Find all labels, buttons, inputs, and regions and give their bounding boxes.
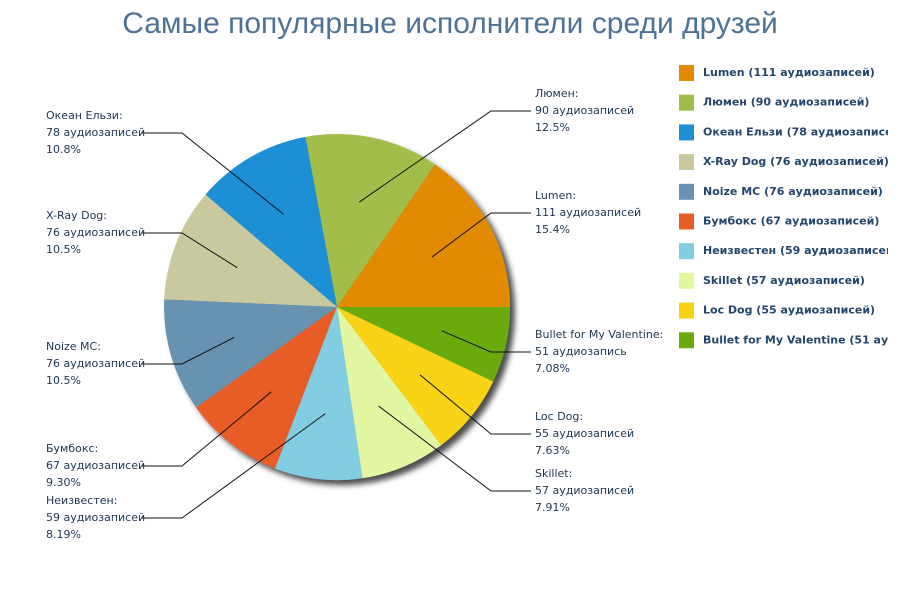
slice-percent: 12.5% xyxy=(535,121,570,134)
legend-label: Океан Ельзи (78 аудиозаписей) xyxy=(703,125,900,138)
pie-slice xyxy=(205,136,337,307)
callout-line xyxy=(142,337,235,365)
slice-percent: 7.91% xyxy=(535,501,570,514)
slice-count: 67 аудиозаписей xyxy=(46,459,145,472)
callout-line xyxy=(431,212,531,258)
callout-line xyxy=(142,391,272,467)
slice-name: Loc Dog: xyxy=(535,410,583,423)
legend-label: Неизвестен (59 аудиозаписей) xyxy=(703,244,899,257)
slice-name: Noize MC: xyxy=(46,340,101,353)
pie-slice xyxy=(337,307,494,446)
legend-swatch xyxy=(679,183,694,200)
legend-label: Skillet (57 аудиозаписей) xyxy=(703,274,865,287)
slice-name: Bullet for My Valentine: xyxy=(535,328,663,341)
slice-count: 76 аудиозаписей xyxy=(46,357,145,370)
slice-percent: 7.08% xyxy=(535,362,570,375)
slice-count: 57 аудиозаписей xyxy=(535,484,634,497)
slice-name: Океан Ельзи: xyxy=(46,109,123,122)
slice-percent: 10.5% xyxy=(46,243,81,256)
slice-percent: 10.8% xyxy=(46,143,81,156)
callout-line xyxy=(142,232,238,269)
pie-slice xyxy=(164,194,337,307)
legend-label: X-Ray Dog (76 аудиозаписей) xyxy=(703,155,889,168)
legend-label: Loc Dog (55 аудиозаписей) xyxy=(703,304,875,317)
legend-swatch xyxy=(679,124,694,141)
legend-swatch xyxy=(679,213,694,230)
callout-line xyxy=(419,374,531,435)
slice-count: 76 аудиозаписей xyxy=(46,226,145,239)
legend-label: Люмен (90 аудиозаписей) xyxy=(703,96,869,109)
pie-slice xyxy=(305,133,435,307)
slice-name: X-Ray Dog: xyxy=(46,209,107,222)
legend-label: Lumen (111 аудиозаписей) xyxy=(703,66,875,79)
slice-name: Бумбокс: xyxy=(46,442,98,455)
legend-swatch xyxy=(679,302,694,319)
legend-label: Бумбокс (67 аудиозаписей) xyxy=(703,215,879,228)
slice-count: 78 аудиозаписей xyxy=(46,126,145,139)
slice-name: Люмен: xyxy=(535,87,579,100)
labels: Lumen: 111 аудиозаписей 15.4% Люмен: 90 ауди… xyxy=(46,87,663,541)
pie-slice xyxy=(164,299,337,408)
callout-line xyxy=(441,330,531,353)
slice-name: Skillet: xyxy=(535,467,572,480)
legend-swatch xyxy=(679,65,694,81)
callout-line xyxy=(359,110,531,203)
slice-count: 90 аудиозаписей xyxy=(535,104,634,117)
pie-slice xyxy=(275,307,363,480)
chart-title: Самые популярные исполнители среди друзе… xyxy=(122,7,778,40)
legend: Lumen (111 аудиозаписей) Люмен (90 аудиоз… xyxy=(679,65,900,349)
pie-slice xyxy=(196,307,337,469)
callout-line xyxy=(378,405,531,492)
pie-slice xyxy=(337,307,510,382)
legend-swatch xyxy=(679,243,694,260)
slice-name: Lumen: xyxy=(535,189,576,202)
slice-count: 111 аудиозаписей xyxy=(535,206,641,219)
legend-swatch xyxy=(679,332,694,349)
legend-label: Noize MC (76 аудиозаписей) xyxy=(703,185,883,198)
slice-name: Неизвестен: xyxy=(46,494,117,507)
slice-percent: 7.63% xyxy=(535,444,570,457)
callout-line xyxy=(142,413,326,519)
slice-percent: 10.5% xyxy=(46,374,81,387)
pie-slice xyxy=(337,307,442,479)
slice-count: 59 аудиозаписей xyxy=(46,511,145,524)
slice-percent: 9.30% xyxy=(46,476,81,489)
slice-percent: 8.19% xyxy=(46,528,81,541)
legend-swatch xyxy=(679,94,694,111)
slice-count: 51 аудиозапись xyxy=(535,345,627,358)
pie-slice xyxy=(337,164,510,307)
legend-swatch xyxy=(679,272,694,289)
slice-count: 55 аудиозаписей xyxy=(535,427,634,440)
pie xyxy=(164,133,510,480)
legend-swatch xyxy=(679,154,694,171)
callout-line xyxy=(142,132,284,215)
legend-label: Bullet for My Valentine (51 аудиозапись) xyxy=(703,333,900,346)
slice-percent: 15.4% xyxy=(535,223,570,236)
